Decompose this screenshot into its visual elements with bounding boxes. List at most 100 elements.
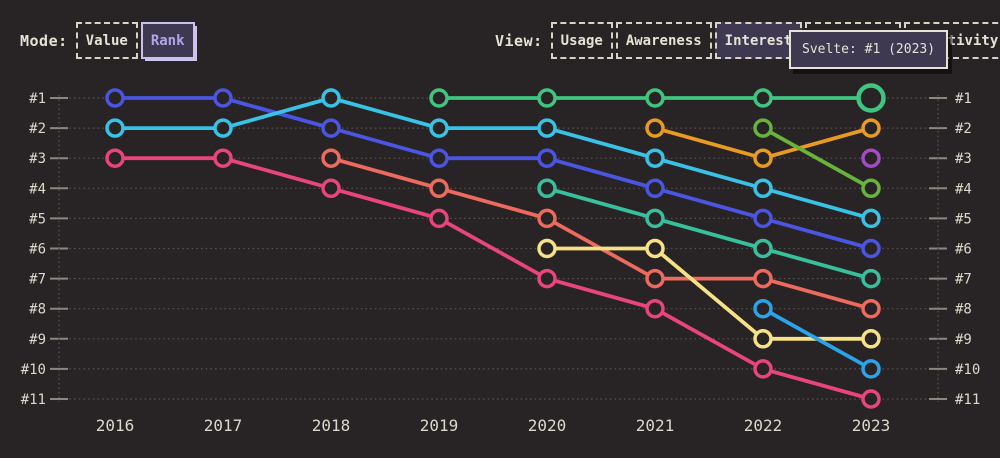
marker-svelte-2023[interactable] xyxy=(856,83,886,113)
marker-orange-2021[interactable] xyxy=(645,118,665,138)
view-button-awareness[interactable]: Awareness xyxy=(615,22,712,59)
marker-pink-2022[interactable] xyxy=(753,359,773,379)
rank-label-right-6: #6 xyxy=(955,242,972,258)
marker-pink-2020[interactable] xyxy=(537,268,557,289)
marker-cyan-2022[interactable] xyxy=(753,178,773,199)
marker-cyan-2020[interactable] xyxy=(537,118,557,138)
year-label-2017: 2017 xyxy=(204,416,243,435)
marker-yellow-2020[interactable] xyxy=(537,238,557,259)
marker-pink-2016[interactable] xyxy=(105,148,125,168)
mode-label: Mode: xyxy=(20,31,68,50)
marker-orange-2022[interactable] xyxy=(753,148,773,168)
marker-blue-2016[interactable] xyxy=(105,88,125,108)
marker-blue-2022[interactable] xyxy=(753,208,773,229)
marker-teal-2022[interactable] xyxy=(753,238,773,259)
year-label-2019: 2019 xyxy=(420,416,459,435)
marker-apple-green-2023[interactable] xyxy=(861,178,881,199)
marker-teal-2023[interactable] xyxy=(861,268,881,289)
rank-label-right-3: #3 xyxy=(955,151,972,167)
marker-teal-2020[interactable] xyxy=(537,178,557,199)
marker-salmon-2019[interactable] xyxy=(429,178,449,199)
mode-button-value[interactable]: Value xyxy=(75,22,138,59)
marker-yellow-2022[interactable] xyxy=(753,329,773,349)
year-label-2016: 2016 xyxy=(96,416,135,435)
rank-label-right-11: #11 xyxy=(955,392,980,408)
marker-blue-2023[interactable] xyxy=(861,238,881,259)
marker-cyan-2016[interactable] xyxy=(105,118,125,138)
rank-label-right-4: #4 xyxy=(955,181,972,197)
marker-cyan-2018[interactable] xyxy=(321,88,341,108)
marker-svelte-2020[interactable] xyxy=(537,88,557,108)
year-label-2021: 2021 xyxy=(636,416,675,435)
tooltip-text: Svelte: #1 (2023) xyxy=(802,42,936,57)
marker-pink-2023[interactable] xyxy=(861,389,881,409)
marker-purple-2023[interactable] xyxy=(861,148,881,168)
marker-svelte-2022[interactable] xyxy=(753,88,773,108)
rank-label-left-9: #9 xyxy=(29,332,46,348)
marker-yellow-2023[interactable] xyxy=(861,329,881,349)
tooltip: Svelte: #1 (2023) xyxy=(789,30,949,69)
marker-salmon-2018[interactable] xyxy=(321,148,341,168)
year-label-2018: 2018 xyxy=(312,416,351,435)
marker-light-blue-2022[interactable] xyxy=(753,298,773,319)
year-label-2023: 2023 xyxy=(852,416,891,435)
rank-label-right-1: #1 xyxy=(955,91,972,107)
marker-yellow-2021[interactable] xyxy=(645,238,665,259)
rank-label-left-5: #5 xyxy=(29,211,46,227)
marker-cyan-2023[interactable] xyxy=(861,208,881,229)
marker-salmon-2021[interactable] xyxy=(645,268,665,289)
marker-svelte-2021[interactable] xyxy=(645,88,665,108)
rank-label-right-5: #5 xyxy=(955,211,972,227)
marker-blue-2020[interactable] xyxy=(537,148,557,168)
marker-blue-2019[interactable] xyxy=(429,148,449,168)
line-teal xyxy=(546,186,872,281)
marker-salmon-2020[interactable] xyxy=(537,208,557,229)
rank-label-left-6: #6 xyxy=(29,242,46,258)
marker-blue-2017[interactable] xyxy=(213,88,233,108)
line-cyan xyxy=(115,96,872,221)
line-blue xyxy=(115,96,872,251)
marker-pink-2021[interactable] xyxy=(645,298,665,319)
rank-label-left-8: #8 xyxy=(29,302,46,318)
rank-label-right-2: #2 xyxy=(955,121,972,137)
marker-blue-2021[interactable] xyxy=(645,178,665,199)
line-light-blue xyxy=(762,307,872,371)
rank-label-left-3: #3 xyxy=(29,151,46,167)
marker-teal-2021[interactable] xyxy=(645,208,665,229)
marker-light-blue-2023[interactable] xyxy=(861,359,881,379)
mode-button-rank[interactable]: Rank xyxy=(140,22,195,59)
rank-label-left-1: #1 xyxy=(29,91,46,107)
marker-salmon-2023[interactable] xyxy=(861,298,881,319)
year-label-2020: 2020 xyxy=(528,416,567,435)
rank-label-right-9: #9 xyxy=(955,332,972,348)
rank-label-right-8: #8 xyxy=(955,302,972,318)
marker-svelte-2019[interactable] xyxy=(429,88,449,108)
rank-label-left-4: #4 xyxy=(29,181,46,197)
mode-button-strip: Value Rank xyxy=(75,22,195,59)
rank-label-left-7: #7 xyxy=(29,272,46,288)
marker-cyan-2021[interactable] xyxy=(645,148,665,168)
view-button-usage[interactable]: Usage xyxy=(550,22,613,59)
line-salmon xyxy=(330,156,872,311)
marker-cyan-2019[interactable] xyxy=(429,118,449,138)
rank-label-left-2: #2 xyxy=(29,121,46,137)
marker-pink-2017[interactable] xyxy=(213,148,233,168)
marker-orange-2023[interactable] xyxy=(861,118,881,138)
marker-pink-2018[interactable] xyxy=(321,178,341,199)
mode-control-group: Mode: Value Rank xyxy=(20,22,195,59)
rank-label-left-11: #11 xyxy=(21,392,46,408)
marker-blue-2018[interactable] xyxy=(321,118,341,138)
rank-label-right-10: #10 xyxy=(955,362,980,378)
rank-label-left-10: #10 xyxy=(21,362,46,378)
marker-apple-green-2022[interactable] xyxy=(753,118,773,138)
rank-label-right-7: #7 xyxy=(955,272,972,288)
marker-salmon-2022[interactable] xyxy=(753,268,773,289)
year-label-2022: 2022 xyxy=(744,416,783,435)
marker-cyan-2017[interactable] xyxy=(213,118,233,138)
view-label: View: xyxy=(495,31,543,50)
line-apple-green xyxy=(762,126,872,190)
line-pink xyxy=(115,156,872,401)
marker-pink-2019[interactable] xyxy=(429,208,449,229)
